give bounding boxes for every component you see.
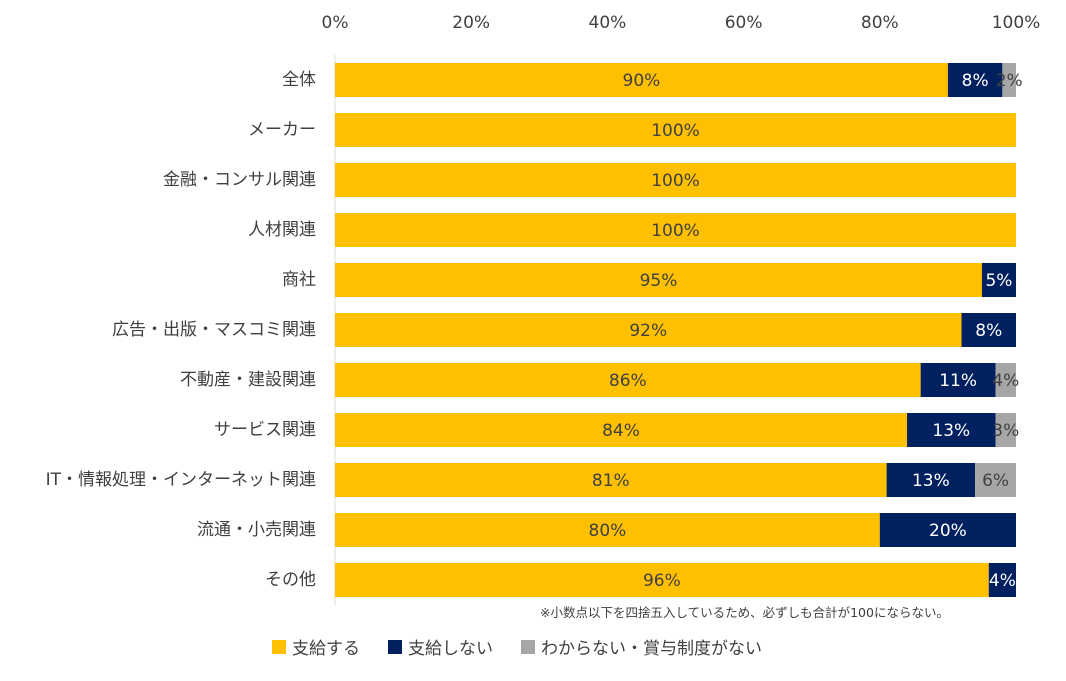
data-label: 4% (992, 371, 1019, 391)
data-label: 92% (629, 321, 667, 341)
data-label: 100% (651, 121, 700, 141)
category-label: 広告・出版・マスコミ関連 (112, 320, 316, 340)
x-tick-label: 40% (589, 13, 627, 33)
data-label: 86% (609, 371, 647, 391)
legend: 支給する 支給しない わからない・賞与制度がない (272, 634, 790, 659)
x-tick-label: 80% (861, 13, 899, 33)
data-label: 8% (962, 71, 989, 91)
bar-segment (335, 363, 921, 397)
data-label: 100% (651, 171, 700, 191)
bar-segment (335, 513, 880, 547)
data-label: 84% (602, 421, 640, 441)
bar-segment (886, 463, 976, 497)
bar-segment (335, 213, 1016, 247)
category-label: 金融・コンサル関連 (163, 170, 316, 190)
data-label: 4% (989, 571, 1016, 591)
bar-segment (907, 413, 996, 447)
legend-label-unknown: わからない・賞与制度がない (541, 639, 762, 659)
category-label: 商社 (282, 270, 316, 290)
bar-segment (335, 163, 1016, 197)
bar-segment (879, 513, 1016, 547)
category-label: IT・情報処理・インターネット関連 (46, 470, 316, 490)
legend-label-no-pay: 支給しない (408, 639, 493, 659)
data-label: 80% (589, 521, 627, 541)
bar-segment (335, 263, 982, 297)
data-label: 96% (643, 571, 681, 591)
bar-segment (988, 563, 1016, 597)
x-tick-label: 60% (725, 13, 763, 33)
legend-item-unknown: わからない・賞与制度がない (521, 634, 762, 659)
bar-segment (995, 413, 1016, 447)
category-label: メーカー (248, 120, 316, 140)
bar-segment (335, 63, 948, 97)
legend-label-pay: 支給する (292, 639, 360, 659)
category-labels: 全体メーカー金融・コンサル関連人材関連商社広告・出版・マスコミ関連不動産・建設関… (46, 70, 316, 590)
bar-segment (947, 63, 1003, 97)
x-axis-ticks: 0% 20% 40% 60% 80% 100% (322, 13, 1041, 33)
data-labels: 90% 8% 2% 100% 100% 100% 95% 5% 92% 8% 86% 11% 4% 84%… (589, 71, 1023, 591)
bar-segment (981, 263, 1016, 297)
legend-swatch-no-pay (388, 639, 402, 654)
legend-item-pay: 支給する (272, 634, 360, 659)
legend-item-no-pay: 支給しない (388, 634, 493, 659)
data-label: 3% (992, 421, 1019, 441)
category-label: 不動産・建設関連 (180, 370, 316, 390)
data-label: 8% (975, 321, 1002, 341)
x-tick-label: 0% (322, 13, 349, 33)
bar-segment (335, 563, 989, 597)
bar-segment (1002, 63, 1016, 97)
data-label: 81% (592, 471, 630, 491)
data-label: 11% (939, 371, 977, 391)
bars (335, 63, 1016, 597)
bar-segment (335, 413, 908, 447)
data-label: 13% (912, 471, 950, 491)
legend-swatch-pay (272, 639, 286, 654)
category-label: 流通・小売関連 (197, 520, 316, 540)
bar-segment (975, 463, 1016, 497)
x-tick-label: 20% (452, 13, 490, 33)
data-label: 100% (651, 221, 700, 241)
data-label: 95% (640, 271, 678, 291)
data-label: 90% (623, 71, 661, 91)
data-label: 20% (929, 521, 967, 541)
bar-segment (995, 363, 1016, 397)
bar-segment (335, 463, 887, 497)
bar-segment (335, 113, 1016, 147)
category-label: その他 (265, 570, 316, 590)
bar-segment (335, 313, 962, 347)
bar-segment (920, 363, 996, 397)
footnote: ※小数点以下を四捨五入しているため、必ずしも合計が100にならない。 (540, 605, 949, 620)
data-label: 6% (982, 471, 1009, 491)
category-label: 全体 (282, 70, 316, 90)
category-label: 人材関連 (248, 220, 316, 240)
legend-swatch-unknown (521, 639, 535, 654)
category-label: サービス関連 (214, 420, 316, 440)
bar-segment (961, 313, 1016, 347)
data-label: 13% (932, 421, 970, 441)
data-label: 5% (985, 271, 1012, 291)
x-tick-label: 100% (992, 13, 1041, 33)
data-label: 2% (996, 71, 1023, 91)
